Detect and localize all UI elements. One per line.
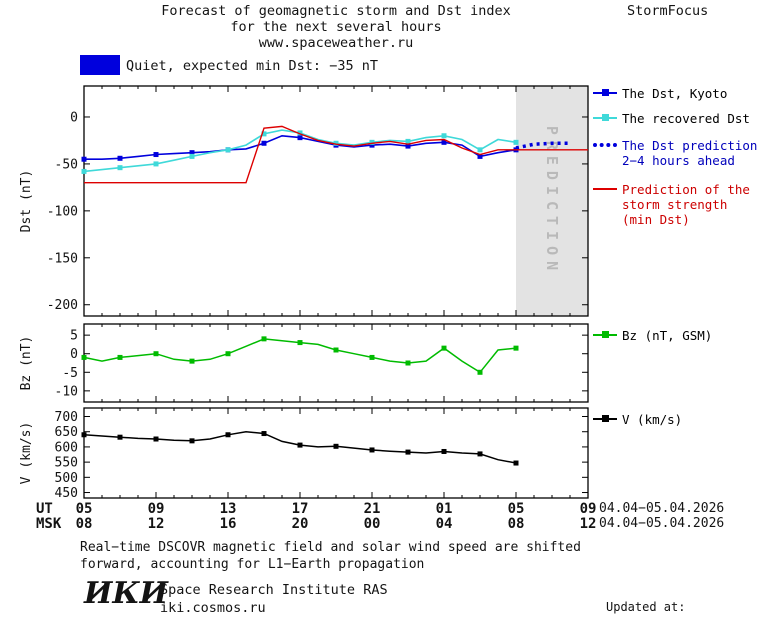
x-tick-label: 12	[147, 516, 165, 532]
legend-item-bz: Bz (nT, GSM)	[593, 328, 712, 343]
spaceweather-link[interactable]: www.spaceweather.ru	[258, 35, 414, 51]
dst-axis-label: Dst (nT)	[19, 169, 34, 233]
svg-text:550: 550	[55, 456, 78, 471]
date-range-msk: 04.04−05.04.2026	[599, 516, 725, 531]
legend-label: The recovered Dst	[622, 111, 750, 126]
legend-item-v: V (km/s)	[593, 412, 682, 427]
svg-text:650: 650	[55, 425, 78, 440]
x-tick-label: 09	[147, 501, 165, 517]
msk-row-header: MSK	[36, 516, 62, 532]
svg-text:-10: -10	[55, 384, 78, 399]
line-swatch	[593, 89, 617, 98]
line-swatch	[593, 415, 617, 424]
x-tick-label: 08	[75, 516, 93, 532]
legend-item-dst-kyoto: The Dst, Kyoto	[593, 86, 727, 101]
ut-row-header: UT	[36, 501, 53, 517]
title-line-1: Forecast of geomagnetic storm and Dst in…	[161, 3, 511, 19]
svg-text:700: 700	[55, 410, 78, 425]
page-title: Forecast of geomagnetic storm and Dst in…	[84, 3, 588, 51]
dst-chart: PREDICTION 0 -50 -100 -150 -200	[47, 85, 589, 317]
title-line-2: for the next several hours	[230, 19, 442, 35]
legend-item-dst-prediction: The Dst prediction 2−4 hours ahead	[593, 138, 757, 168]
legend-label: V (km/s)	[622, 412, 683, 427]
svg-text:-200: -200	[47, 298, 78, 313]
x-tick-label: 13	[219, 501, 237, 517]
svg-text:0: 0	[70, 347, 78, 362]
line-swatch	[593, 114, 617, 123]
bz-chart: 5 0 -5 -10	[55, 323, 589, 403]
x-tick-label: 05	[75, 501, 93, 517]
updated-block: Updated at: UT 05:05, 05.04.2026 MSK 08:…	[606, 567, 758, 620]
svg-text:450: 450	[55, 486, 78, 500]
svg-text:-100: -100	[47, 204, 78, 219]
svg-text:-150: -150	[47, 251, 78, 266]
svg-text:5: 5	[70, 329, 78, 344]
line-swatch	[593, 185, 617, 194]
x-tick-label: 08	[507, 516, 525, 532]
x-axis-ut-row: UT 04.04−05.04.2026 05 09 13 17 21 01 05 09	[0, 501, 760, 517]
legend-label: The Dst prediction 2−4 hours ahead	[622, 138, 758, 168]
legend-label: The Dst, Kyoto	[622, 86, 728, 101]
legend-label: Bz (nT, GSM)	[622, 328, 713, 343]
svg-text:500: 500	[55, 471, 78, 486]
brand-stormfocus: StormFocus	[627, 3, 709, 19]
svg-text:PREDICTION: PREDICTION	[543, 126, 561, 276]
x-tick-label: 00	[363, 516, 381, 532]
updated-label: Updated at:	[606, 600, 686, 614]
iki-site-link[interactable]: iki.cosmos.ru	[160, 600, 266, 616]
date-range-ut: 04.04−05.04.2026	[599, 501, 725, 516]
note-line-1: Real−time DSCOVR magnetic field and sola…	[80, 540, 581, 555]
x-tick-label: 05	[507, 501, 525, 517]
x-tick-label: 09	[579, 501, 597, 517]
svg-text:-5: -5	[62, 366, 78, 381]
svg-text:0: 0	[70, 110, 78, 125]
note-line-2: forward, accounting for L1−Earth propaga…	[80, 557, 425, 572]
svg-text:600: 600	[55, 440, 78, 455]
dotted-line-swatch	[593, 141, 617, 150]
x-tick-label: 21	[363, 501, 381, 517]
propagation-note: Real−time DSCOVR magnetic field and sola…	[80, 539, 581, 573]
x-tick-label: 16	[219, 516, 237, 532]
x-tick-label: 04	[435, 516, 453, 532]
legend-item-storm-strength: Prediction of the storm strength (min Dst)	[593, 182, 750, 227]
legend-label: Prediction of the storm strength (min Dst)	[622, 182, 750, 227]
svg-text:-50: -50	[55, 157, 78, 172]
iki-logo: ИКИ	[84, 576, 168, 611]
line-swatch	[593, 331, 617, 340]
x-axis-msk-row: MSK 04.04−05.04.2026 08 12 16 20 00 04 08 12	[0, 516, 760, 532]
quiet-status-text: Quiet, expected min Dst: −35 nT	[126, 58, 378, 74]
x-tick-label: 01	[435, 501, 453, 517]
x-tick-label: 12	[579, 516, 597, 532]
legend-item-recovered-dst: The recovered Dst	[593, 111, 750, 126]
quiet-status-swatch	[80, 55, 120, 75]
x-tick-label: 17	[291, 501, 309, 517]
v-axis-label: V (km/s)	[19, 421, 34, 485]
x-tick-label: 20	[291, 516, 309, 532]
institute-name: Space Research Institute RAS	[160, 582, 388, 598]
